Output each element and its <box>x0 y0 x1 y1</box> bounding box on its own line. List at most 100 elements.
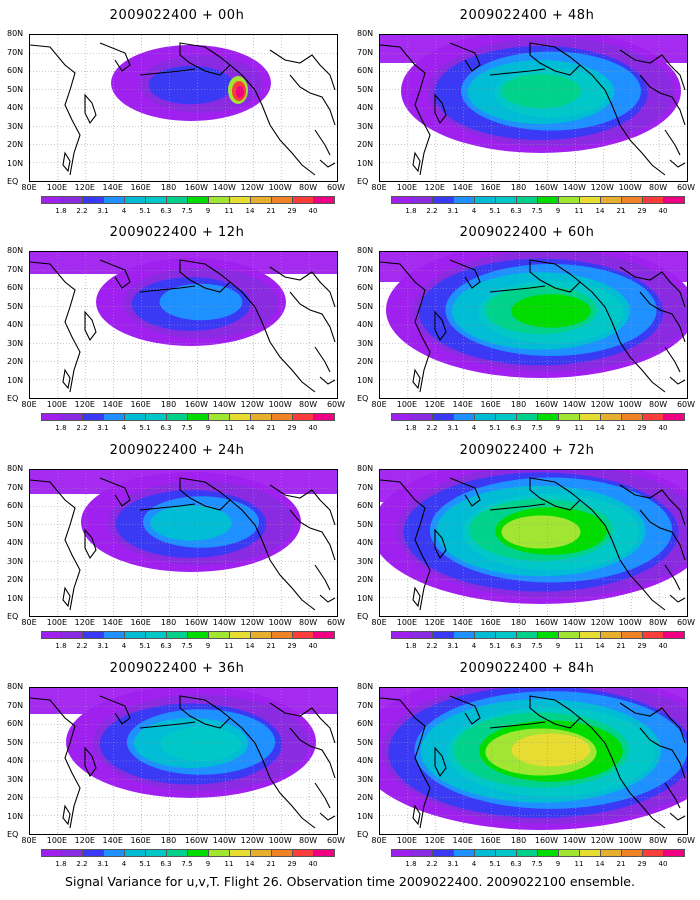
coastline <box>229 281 316 393</box>
longitude-axis: 80E 100E 120E 140E 160E 180 160W 140W 120W 100W 80… <box>371 618 696 628</box>
colorbar-swatch <box>496 849 517 857</box>
forecast-panel: 2009022400 + 00h 80N 70N 60N 50N 40N 30N 20N 10N… <box>7 8 347 223</box>
colorbar-tick-label: 14 <box>595 424 605 432</box>
forecast-panel: 2009022400 + 24h 80N 70N 60N 50N 40N 30N 20N 10N… <box>7 443 347 658</box>
colorbar-tick-label: 5.1 <box>489 860 501 868</box>
longitude-axis: 80E 100E 120E 140E 160E 180 160W 140W 120W 100W 80… <box>371 400 696 410</box>
colorbar-swatch <box>454 196 475 204</box>
colorbar-swatch <box>538 413 559 421</box>
longitude-tick-label: 160E <box>130 183 151 192</box>
colorbar-tick-label: 2.2 <box>76 860 88 868</box>
colorbar-swatch <box>622 849 643 857</box>
colorbar-tick-label: 14 <box>595 860 605 868</box>
variance-contour-9 <box>511 733 591 767</box>
colorbar-swatch <box>209 631 230 639</box>
colorbar-tick-label: 29 <box>287 207 297 215</box>
colorbar-swatch <box>251 413 272 421</box>
coastline <box>380 261 431 393</box>
colorbar <box>391 849 685 857</box>
longitude-tick-label: 100E <box>46 836 68 845</box>
latitude-tick-label: 60N <box>357 719 374 728</box>
variance-map <box>380 688 687 834</box>
longitude-tick-label: 140W <box>212 183 236 192</box>
colorbar-swatch <box>643 196 664 204</box>
latitude-tick-label: 30N <box>7 774 24 784</box>
colorbar-swatch <box>167 849 188 857</box>
coastline <box>449 695 481 725</box>
colorbar-swatch <box>293 631 314 639</box>
colorbar-tick-label: 40 <box>308 207 318 215</box>
longitude-tick-label: 160E <box>480 618 501 627</box>
coastline <box>30 44 81 176</box>
latitude-tick-label: 50N <box>357 84 374 94</box>
coastline <box>529 695 581 729</box>
coastline <box>619 702 686 744</box>
latitude-tick-label: 30N <box>7 121 24 131</box>
longitude-tick-label: 100E <box>396 400 418 409</box>
coastline <box>314 346 331 373</box>
longitude-tick-label: 160W <box>184 400 209 409</box>
colorbar-labels: 1.8 2.2 3.1 4 5.1 6.3 7.5 9 11 14 21 29 40 <box>41 642 317 651</box>
latitude-tick-label: 50N <box>7 301 24 311</box>
colorbar-swatch <box>496 413 517 421</box>
colorbar-swatch <box>167 196 188 204</box>
latitude-tick-label: 20N <box>357 575 374 584</box>
colorbar-swatch <box>62 413 83 421</box>
colorbar-tick-label: 29 <box>637 207 647 215</box>
colorbar-swatch <box>412 196 433 204</box>
longitude-tick-label: 160E <box>130 400 151 409</box>
longitude-tick-label: 80W <box>299 183 318 192</box>
colorbar-swatch <box>188 413 209 421</box>
colorbar-tick-label: 4 <box>471 424 477 432</box>
colorbar-swatch <box>601 196 622 204</box>
colorbar-swatch <box>454 849 475 857</box>
latitude-tick-label: EQ <box>357 177 369 186</box>
longitude-tick-label: 100E <box>46 400 68 409</box>
latitude-tick-label: 80N <box>357 682 374 691</box>
longitude-tick-label: 180 <box>510 618 527 627</box>
panel-title: 2009022400 + 60h <box>459 225 595 240</box>
coastline <box>314 129 331 156</box>
colorbar-tick-label: 40 <box>308 860 318 868</box>
colorbar-tick-label: 21 <box>616 642 626 650</box>
coastline <box>449 42 481 72</box>
coastline <box>289 509 336 561</box>
longitude-tick-label: 140E <box>452 836 473 845</box>
longitude-tick-label: 160W <box>184 618 209 627</box>
colorbar-swatch <box>125 413 146 421</box>
coastline <box>449 477 481 507</box>
latitude-tick-label: 30N <box>7 338 24 348</box>
colorbar-swatch <box>391 849 412 857</box>
colorbar-tick-label: 9 <box>205 860 211 868</box>
colorbar-swatch <box>412 413 433 421</box>
colorbar-tick-label: 6.3 <box>510 860 522 868</box>
latitude-tick-label: 80N <box>7 682 24 691</box>
coastline <box>412 368 421 390</box>
colorbar-labels: 1.8 2.2 3.1 4 5.1 6.3 7.5 9 11 14 21 29 40 <box>391 207 667 216</box>
colorbar-tick-label: 2.2 <box>76 424 88 432</box>
latitude-tick-label: 80N <box>7 464 24 473</box>
colorbar-swatch <box>125 849 146 857</box>
colorbar-swatch <box>62 196 83 204</box>
colorbar-labels: 1.8 2.2 3.1 4 5.1 6.3 7.5 9 11 14 21 29 40 <box>391 642 667 651</box>
variance-contour-2 <box>148 65 234 105</box>
longitude-tick-label: 140E <box>452 618 473 627</box>
coastline <box>664 129 681 156</box>
longitude-tick-label: 100E <box>46 618 68 627</box>
colorbar-tick-label: 9 <box>555 207 561 215</box>
colorbar-swatch <box>475 196 496 204</box>
latitude-tick-label: 40N <box>357 103 374 112</box>
colorbar-tick-label: 1.8 <box>405 424 417 432</box>
coastline <box>669 594 686 603</box>
latitude-tick-label: 10N <box>357 811 374 821</box>
colorbar-tick-label: 7.5 <box>531 424 543 432</box>
colorbar-tick-label: 3.1 <box>97 860 109 868</box>
colorbar-tick-label: 11 <box>574 642 584 650</box>
coastline <box>619 484 686 526</box>
coastline <box>669 376 686 385</box>
coastline <box>62 586 71 608</box>
colorbar-swatch <box>580 413 601 421</box>
longitude-tick-label: 120E <box>74 836 95 845</box>
coastline <box>179 42 231 76</box>
variance-map <box>30 35 337 181</box>
